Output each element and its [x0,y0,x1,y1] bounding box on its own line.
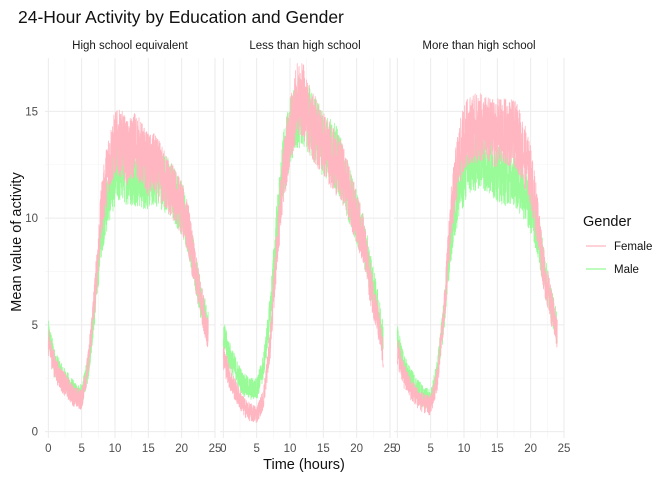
y-tick-label: 0 [32,427,38,439]
y-tick-label: 15 [25,106,38,118]
y-axis-title: Mean value of activity [9,172,25,312]
x-tick-label: 5 [78,443,84,455]
legend-label-female: Female [614,241,652,253]
x-tick-label: 20 [524,443,537,455]
facet-panel: High school equivalent 0 5 10 15 20 25 0 5 10 15 [25,40,221,455]
series-line-male [396,126,558,410]
x-tick-label: 10 [284,443,297,455]
x-tick-label: 0 [220,443,226,455]
legend-label-male: Male [614,264,639,276]
legend: Gender Female Male [583,214,652,276]
x-tick-label: 15 [317,443,330,455]
x-tick-label: 5 [427,443,433,455]
y-tick-label: 10 [25,213,38,225]
x-axis-title: Time (hours) [263,457,345,473]
facet-panel: Less than high school 0 5 10 15 20 25 [220,40,396,455]
x-tick-label: 25 [384,443,397,455]
series-line-female [396,93,558,416]
series-line-female [47,109,209,410]
facet-strip-label: High school equivalent [72,40,189,52]
x-tick-label: 15 [142,443,155,455]
x-tick-label: 25 [209,443,222,455]
x-tick-label: 5 [253,443,259,455]
facet-panel: More than high school 0 5 10 15 20 25 [394,40,570,455]
x-tick-label: 20 [175,443,188,455]
series-line-male [47,142,209,406]
x-tick-label: 10 [458,443,471,455]
chart-title: 24-Hour Activity by Education and Gender [18,7,344,27]
x-tick-label: 0 [394,443,400,455]
x-tick-label: 25 [558,443,571,455]
x-tick-label: 10 [109,443,122,455]
legend-title: Gender [583,214,632,230]
x-tick-label: 20 [350,443,363,455]
x-tick-label: 0 [45,443,51,455]
series-line-female [222,63,384,423]
facet-strip-label: More than high school [422,40,535,52]
x-tick-label: 15 [491,443,504,455]
facet-strip-label: Less than high school [249,40,360,52]
y-tick-label: 5 [32,320,38,332]
